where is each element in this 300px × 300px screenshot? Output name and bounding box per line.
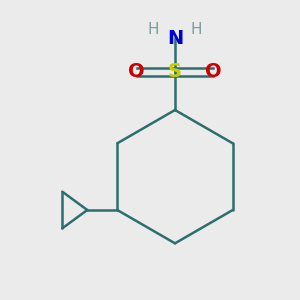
- Text: H: H: [148, 22, 159, 38]
- Text: O: O: [128, 62, 145, 81]
- Text: H: H: [191, 22, 203, 38]
- Text: N: N: [167, 29, 183, 48]
- Text: S: S: [168, 62, 182, 81]
- Text: O: O: [205, 62, 222, 81]
